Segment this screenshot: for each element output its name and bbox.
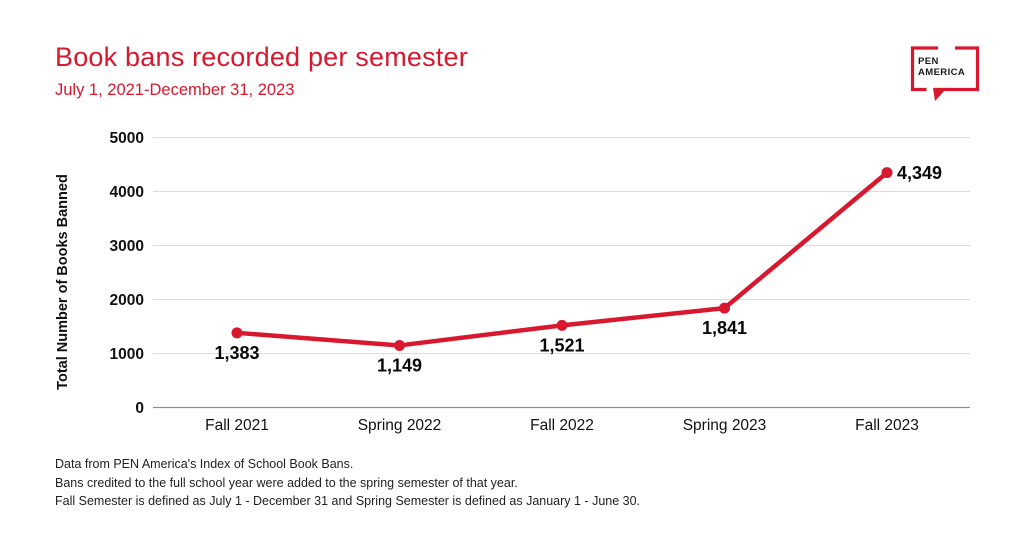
speech-bubble-icon — [910, 46, 980, 101]
x-axis-label: Fall 2022 — [530, 417, 594, 434]
footnote-line: Bans credited to the full school year we… — [55, 475, 518, 490]
y-axis-title: Total Number of Books Banned — [55, 174, 71, 390]
y-tick-label: 2000 — [110, 292, 144, 309]
y-tick-label: 5000 — [110, 130, 144, 147]
x-axis-label: Spring 2022 — [358, 417, 442, 434]
logo-line-2: AMERICA — [918, 67, 966, 78]
footnotes: Data from PEN America's Index of School … — [55, 455, 640, 511]
data-point-label: 1,383 — [214, 343, 259, 363]
data-point — [231, 327, 243, 339]
y-tick-label: 4000 — [110, 184, 144, 201]
x-axis-label: Fall 2023 — [855, 417, 919, 434]
y-tick-label: 1000 — [110, 346, 144, 363]
y-tick-label: 3000 — [110, 238, 144, 255]
footnote-line: Fall Semester is defined as July 1 - Dec… — [55, 494, 641, 508]
data-point — [881, 167, 893, 179]
logo-line-1: PEN — [918, 56, 939, 67]
data-point-label: 4,349 — [897, 163, 942, 183]
data-point — [556, 319, 568, 331]
page-title: Book bans recorded per semester — [55, 42, 468, 72]
data-point — [394, 339, 405, 351]
x-axis-label: Fall 2021 — [205, 417, 269, 434]
footnote-line: Data from PEN America's Index of School … — [55, 457, 354, 471]
data-point-label: 1,521 — [539, 335, 584, 355]
data-point-label: 1,841 — [702, 318, 747, 338]
logo-wordmark: PEN AMERICA — [918, 56, 965, 78]
y-tick-label: 0 — [135, 400, 144, 417]
page-subtitle: July 1, 2021-December 31, 2023 — [55, 81, 295, 99]
trend-line — [234, 170, 890, 348]
x-axis-label: Spring 2023 — [683, 417, 767, 434]
data-point-label: 1,149 — [377, 355, 422, 375]
data-point — [719, 302, 730, 314]
pen-america-logo: PEN AMERICA — [905, 43, 980, 103]
